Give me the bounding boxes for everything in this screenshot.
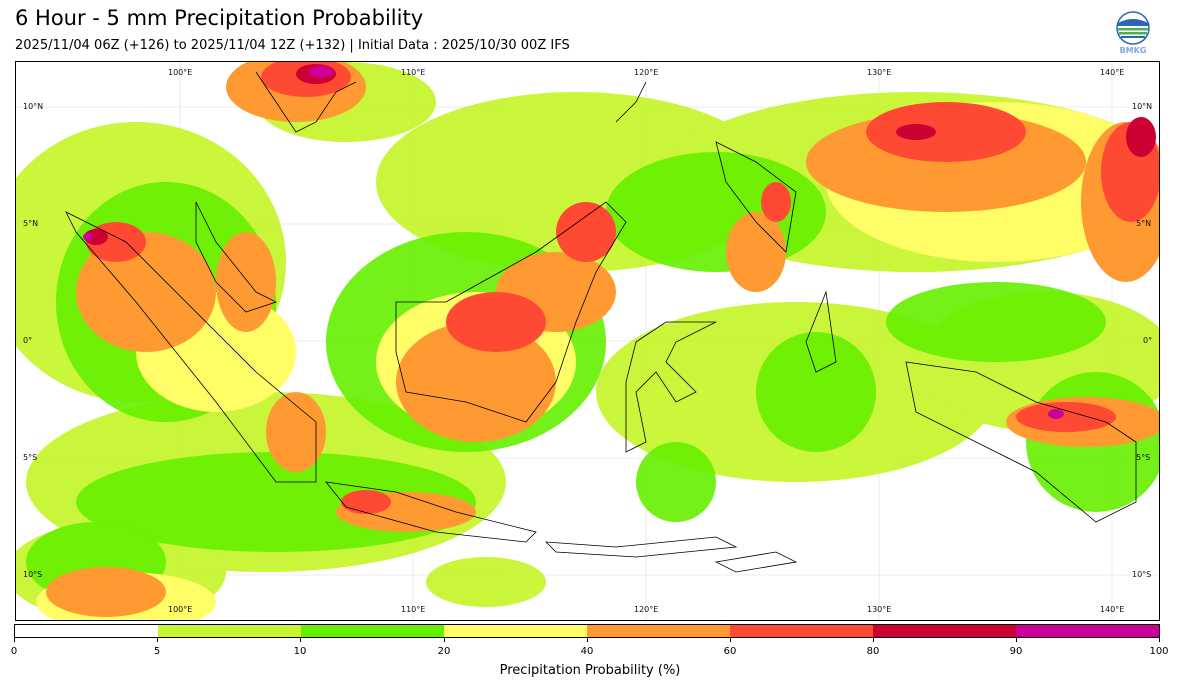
lat-label-10s-left: 10°S: [23, 570, 43, 579]
lat-label-5s-right: 5°S: [1136, 453, 1151, 462]
colorbar-tick: [300, 638, 301, 642]
lon-label-140e-bottom: 140°E: [1100, 605, 1125, 614]
lon-label-110e-top: 110°E: [401, 68, 426, 77]
colorbar-tick-label-0: 0: [10, 646, 18, 657]
colorbar-segment-20-40: [444, 625, 587, 637]
colorbar-tick: [1016, 638, 1017, 642]
lon-label-100e-bottom: 100°E: [168, 605, 193, 614]
lon-label-100e-top: 100°E: [168, 68, 193, 77]
chart-title: 6 Hour - 5 mm Precipitation Probability: [15, 6, 424, 30]
precipitation-map: 100°E 110°E 120°E 130°E 140°E 100°E 110°…: [15, 61, 1160, 621]
lat-label-10n-left: 10°N: [23, 102, 44, 111]
colorbar-tick-label-5: 5: [153, 646, 161, 657]
lat-label-0-left: 0°: [23, 336, 33, 345]
colorbar-segment-90-100: [1016, 625, 1159, 637]
colorbar-label: Precipitation Probability (%): [499, 663, 681, 678]
colorbar-tick: [1159, 638, 1160, 642]
colorbar-segment-5-10: [158, 625, 301, 637]
colorbar-tick-label-40: 40: [580, 646, 594, 657]
colorbar-tick: [157, 638, 158, 642]
lat-label-5s-left: 5°S: [23, 453, 38, 462]
colorbar-tick: [444, 638, 445, 642]
colorbar: [14, 624, 1160, 638]
lon-label-120e-bottom: 120°E: [634, 605, 659, 614]
colorbar-tick-label-90: 90: [1009, 646, 1023, 657]
colorbar-tick: [14, 638, 15, 642]
colorbar-tick-label-80: 80: [866, 646, 880, 657]
colorbar-tick-label-10: 10: [293, 646, 307, 657]
colorbar-segment-80-90: [873, 625, 1016, 637]
bmkg-logo: BMKG: [1113, 11, 1153, 55]
precip-field-magenta: [83, 66, 1064, 419]
lon-label-130e-bottom: 130°E: [867, 605, 892, 614]
lon-label-120e-top: 120°E: [634, 68, 659, 77]
colorbar-tick-label-20: 20: [437, 646, 451, 657]
lon-label-130e-top: 130°E: [867, 68, 892, 77]
lat-label-0-right: 0°: [1143, 336, 1153, 345]
colorbar-tick: [730, 638, 731, 642]
lon-label-110e-bottom: 110°E: [401, 605, 426, 614]
lat-label-5n-left: 5°N: [23, 219, 39, 228]
map-canvas: [16, 62, 1159, 620]
bmkg-logo-icon: BMKG: [1116, 11, 1150, 55]
lat-label-10s-right: 10°S: [1132, 570, 1152, 579]
colorbar-tick: [873, 638, 874, 642]
colorbar-segment-60-80: [730, 625, 873, 637]
colorbar-segment-10-20: [301, 625, 444, 637]
coastlines: [65, 71, 1137, 573]
chart-subtitle: 2025/11/04 06Z (+126) to 2025/11/04 12Z …: [15, 38, 570, 53]
lat-label-10n-right: 10°N: [1132, 102, 1153, 111]
lat-label-5n-right: 5°N: [1136, 219, 1152, 228]
svg-text:BMKG: BMKG: [1120, 46, 1147, 55]
colorbar-tick-label-60: 60: [723, 646, 737, 657]
lon-label-140e-top: 140°E: [1100, 68, 1125, 77]
colorbar-segment-40-60: [587, 625, 730, 637]
colorbar-tick: [587, 638, 588, 642]
colorbar-tick-label-100: 100: [1149, 646, 1169, 657]
colorbar-segment-0-5: [15, 625, 158, 637]
